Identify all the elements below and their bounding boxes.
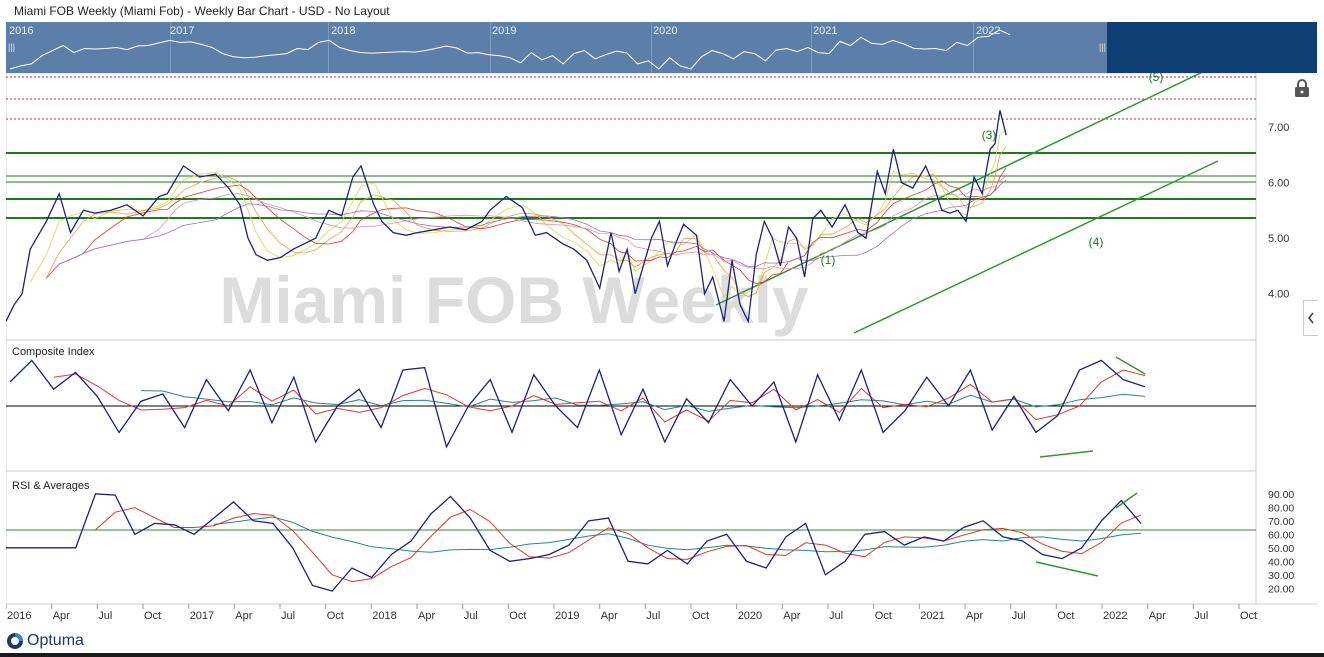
navigator-future-area <box>1107 22 1317 73</box>
rsi-average-red <box>95 507 1142 583</box>
divergence-line <box>1035 561 1099 577</box>
x-tick-label: Oct <box>1057 610 1074 622</box>
wave-label: (3) <box>982 128 997 142</box>
wave-label: (5) <box>1149 73 1164 84</box>
navigator-year: 2020 <box>653 25 678 37</box>
chart-svg[interactable]: Miami FOB Weekly (1) (3) (4) (5) 7.00 6.0… <box>5 67 1317 627</box>
trend-channel-lower <box>853 160 1219 334</box>
navigator-year: 2022 <box>976 25 1001 37</box>
lock-button[interactable] <box>1290 76 1314 100</box>
rsi-tick-label: 70.00 <box>1268 516 1294 528</box>
navigator-divider <box>651 22 652 73</box>
x-tick-label: Apr <box>235 610 252 622</box>
x-tick-label: 2021 <box>920 610 944 622</box>
x-tick-label: Oct <box>692 610 709 622</box>
x-tick-label: 2017 <box>190 610 214 622</box>
price-tick-label: 5.00 <box>1268 233 1289 245</box>
navigator-left-handle[interactable]: ||| <box>8 42 16 52</box>
x-tick-label: Jul <box>281 610 295 622</box>
composite-panel-title: Composite Index <box>12 346 95 358</box>
rsi-tick-label: 80.00 <box>1268 502 1294 514</box>
optuma-logo-icon <box>7 633 23 649</box>
composite-average-teal <box>140 390 1146 412</box>
x-tick-label: Apr <box>966 610 983 622</box>
rsi-tick-label: 60.00 <box>1268 529 1294 541</box>
chevron-left-icon <box>1307 312 1314 324</box>
x-tick-label: Oct <box>1240 610 1257 622</box>
navigator-divider <box>328 22 329 73</box>
x-tick-label: Jul <box>1012 610 1026 622</box>
x-tick-label: Oct <box>327 610 344 622</box>
composite-average-red <box>53 369 1146 423</box>
rsi-tick-label: 50.00 <box>1268 543 1294 555</box>
rsi-tick-label: 20.00 <box>1268 583 1294 595</box>
x-tick-label: Jul <box>98 610 112 622</box>
x-axis-labels: 2016 Apr Jul Oct 2017 Apr Jul Oct 2018 Apr Jul Oct 2… <box>5 604 1257 622</box>
navigator-divider <box>170 22 171 73</box>
x-tick-label: Apr <box>601 610 618 622</box>
navigator-divider <box>811 22 812 73</box>
navigator-divider <box>490 22 491 73</box>
navigator-year: 2019 <box>492 25 517 37</box>
x-tick-label: Apr <box>53 610 70 622</box>
x-tick-label: 2016 <box>7 610 31 622</box>
x-tick-label: Jul <box>646 610 660 622</box>
x-tick-label: Jul <box>829 610 843 622</box>
rsi-tick-label: 40.00 <box>1268 556 1294 568</box>
rsi-line <box>56 493 1142 592</box>
navigator-right-handle[interactable]: ||| <box>1099 42 1107 52</box>
watermark-text: Miami FOB Weekly <box>219 263 809 337</box>
x-tick-label: Apr <box>418 610 435 622</box>
brand-name: Optuma <box>27 632 84 649</box>
x-tick-label: Jul <box>464 610 478 622</box>
x-tick-label: Oct <box>509 610 526 622</box>
moving-average-line <box>45 146 1007 298</box>
rsi-tick-label: 90.00 <box>1268 489 1294 501</box>
navigator-year: 2017 <box>170 25 195 37</box>
navigator-year: 2021 <box>813 25 838 37</box>
collapse-panel-button[interactable] <box>1303 300 1318 336</box>
navigator-year: 2016 <box>9 25 34 37</box>
footer: Optuma <box>6 630 84 652</box>
wave-label: (4) <box>1089 235 1104 249</box>
x-tick-label: 2022 <box>1103 610 1127 622</box>
rsi-panel-title: RSI & Averages <box>12 480 90 492</box>
x-tick-label: 2020 <box>738 610 762 622</box>
price-y-ticks: 7.00 6.00 5.00 4.00 <box>1268 122 1289 301</box>
divergence-line <box>1039 450 1094 458</box>
time-navigator[interactable]: 2016 2017 2018 2019 2020 2021 2022 ||| |… <box>6 22 1317 73</box>
x-tick-label: Jul <box>1194 610 1208 622</box>
x-tick-label: Oct <box>875 610 892 622</box>
x-tick-label: 2019 <box>555 610 579 622</box>
chart-area[interactable]: Miami FOB Weekly (1) (3) (4) (5) 7.00 6.0… <box>5 67 1317 627</box>
divergence-line <box>1115 492 1138 509</box>
x-tick-label: Apr <box>783 610 800 622</box>
rsi-panel-frame <box>5 470 1257 605</box>
price-line <box>5 110 1007 324</box>
chart-title: Miami FOB Weekly (Miami Fob) - Weekly Ba… <box>14 4 390 18</box>
price-tick-label: 7.00 <box>1268 122 1289 134</box>
price-tick-label: 4.00 <box>1268 289 1289 301</box>
composite-index-line <box>9 359 1146 449</box>
x-tick-label: 2018 <box>372 610 396 622</box>
divergence-line <box>1115 356 1146 375</box>
x-tick-label: Apr <box>1149 610 1166 622</box>
trend-channel-upper <box>715 67 1212 306</box>
rsi-average-teal <box>213 516 1142 553</box>
navigator-sparkline <box>9 29 1011 70</box>
navigator-divider <box>973 22 974 73</box>
moving-average-line <box>46 167 1007 285</box>
bottom-rule <box>0 653 1324 657</box>
navigator-year: 2018 <box>331 25 356 37</box>
wave-label: (1) <box>821 253 836 267</box>
price-tick-label: 6.00 <box>1268 178 1289 190</box>
rsi-tick-label: 30.00 <box>1268 570 1294 582</box>
x-tick-label: Oct <box>144 610 161 622</box>
lock-icon <box>1295 79 1309 97</box>
